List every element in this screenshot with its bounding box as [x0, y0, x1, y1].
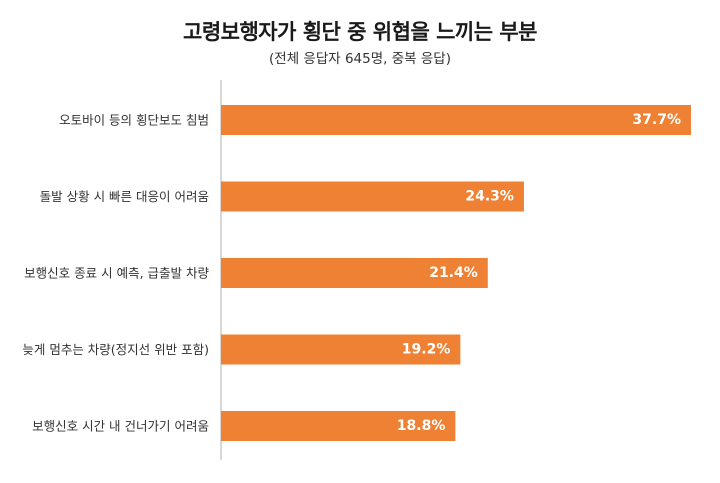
category-label-1: 오토바이 등의 횡단보도 침범: [59, 113, 209, 128]
value-label-group: 37.7% 24.3% 21.4% 19.2% 18.8%: [397, 112, 681, 434]
bar-5: [221, 411, 456, 441]
chart-subtitle: (전체 응답자 645명, 중복 응답): [269, 51, 451, 67]
chart-title: 고령보행자가 횡단 중 위협을 느끼는 부분: [183, 20, 538, 44]
bar-2: [221, 181, 524, 212]
value-label-3: 21.4%: [429, 265, 478, 281]
bar-4: [221, 334, 461, 365]
category-label-4: 늦게 멈추는 차량(정지선 위반 포함): [22, 342, 209, 357]
value-label-5: 18.8%: [397, 418, 446, 434]
value-label-4: 19.2%: [402, 342, 451, 358]
category-label-2: 돌발 상황 시 빠른 대응이 어려움: [40, 189, 209, 204]
bar-1: [221, 105, 691, 135]
value-label-1: 37.7%: [632, 112, 681, 128]
bar-3: [221, 258, 488, 288]
value-label-2: 24.3%: [465, 189, 514, 205]
bar-group: [221, 105, 691, 441]
category-label-3: 보행신호 종료 시 예측, 급출발 차량: [24, 266, 209, 281]
category-label-5: 보행신호 시간 내 건너가기 어려움: [32, 419, 209, 434]
